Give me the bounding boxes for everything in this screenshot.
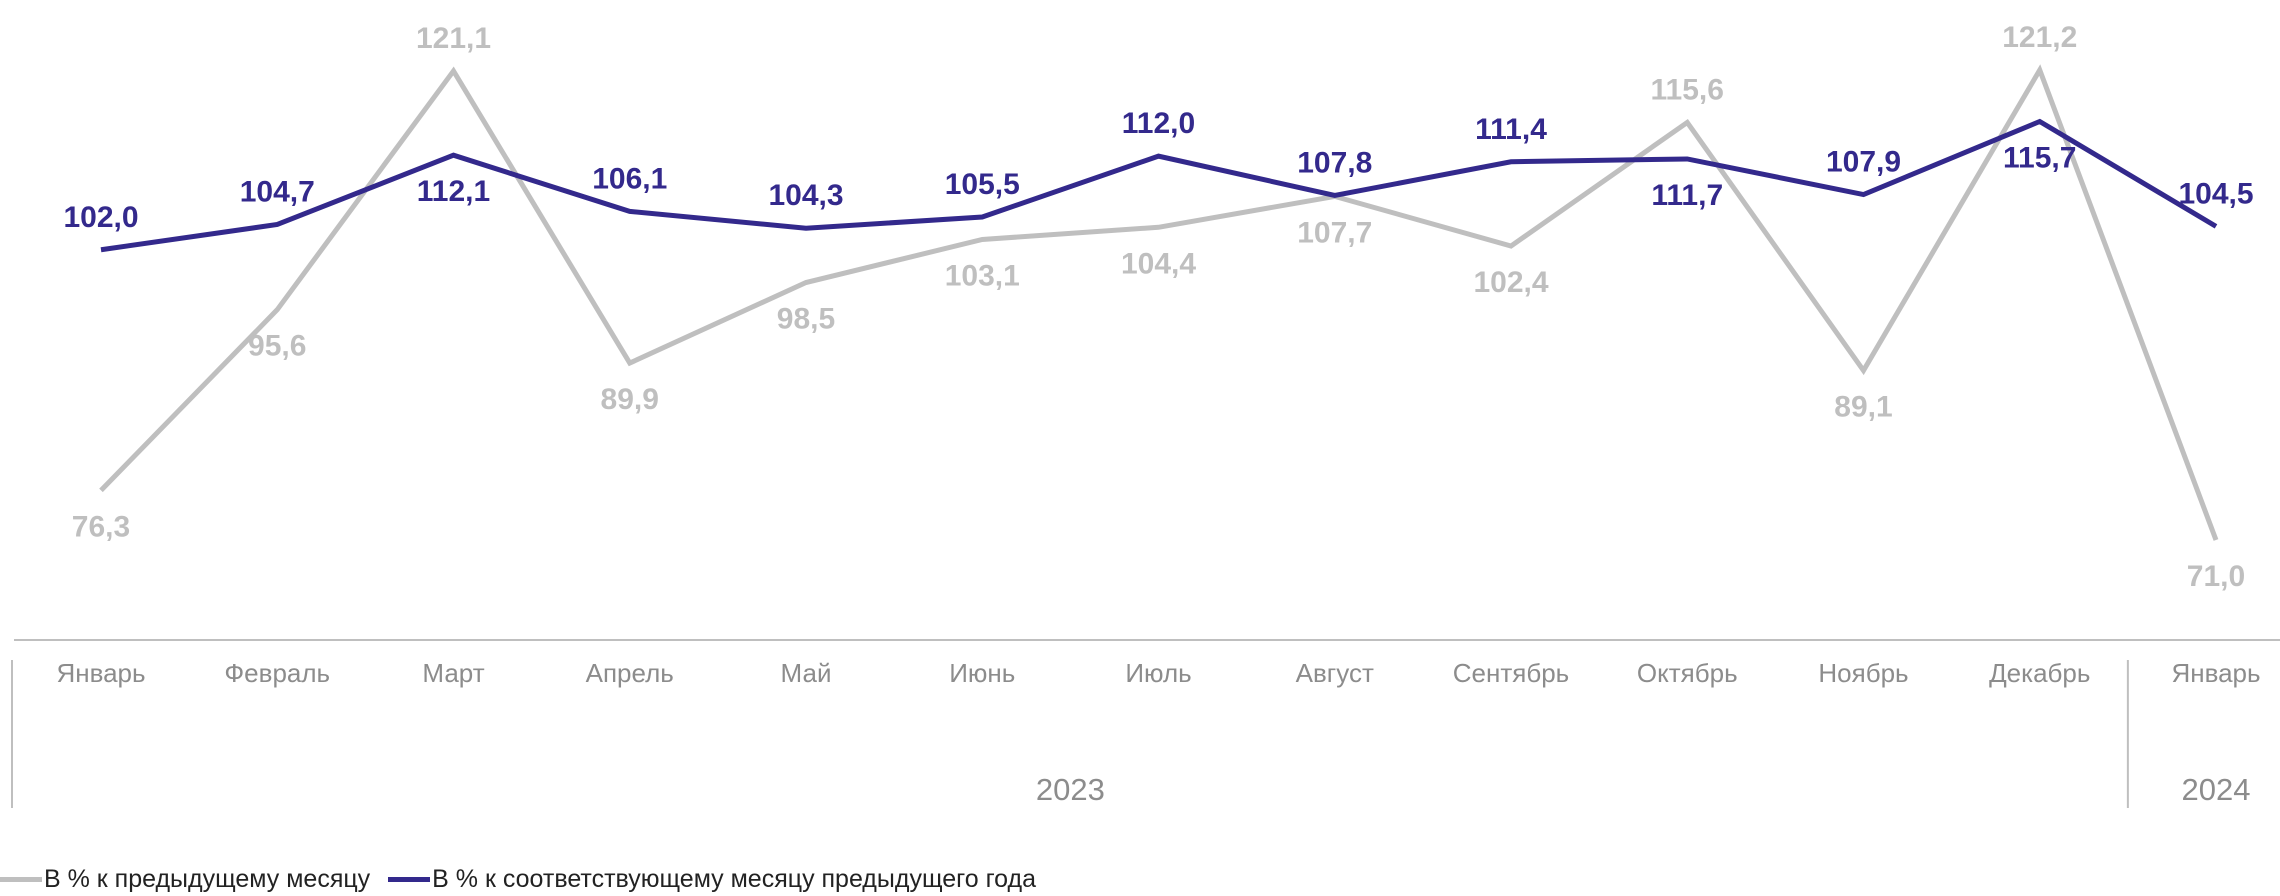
x-tick-label: Май [781, 658, 832, 688]
x-tick-label: Август [1296, 658, 1374, 688]
data-label-mom: 71,0 [2187, 560, 2245, 593]
x-tick-label: Октябрь [1637, 658, 1738, 688]
data-label-mom: 89,9 [601, 383, 659, 416]
data-label-mom: 121,2 [2002, 21, 2077, 54]
data-labels: 76,3 102,0 95,6 104,7 121,1 112,1 89,9 106,1 98,… [63, 21, 2253, 593]
line-chart: Январь Февраль Март Апрель Май Июнь Июль Август… [11, 21, 2280, 808]
data-label-yoy: 104,3 [768, 179, 843, 212]
x-tick-label: Июль [1125, 658, 1191, 688]
x-tick-label: Апрель [586, 658, 674, 688]
data-label-mom: 95,6 [248, 330, 306, 363]
x-tick-label: Сентябрь [1453, 658, 1569, 688]
legend-swatch-mom [0, 876, 42, 882]
data-label-yoy: 102,0 [63, 201, 138, 234]
x-axis: Январь Февраль Март Апрель Май Июнь Июль Август… [11, 639, 2280, 808]
data-label-yoy: 107,9 [1826, 146, 1901, 179]
legend-item-yoy: В % к соответствующему месяцу предыдущег… [388, 865, 1036, 894]
series-lines [99, 64, 2219, 541]
legend-label-mom: В % к предыдущему месяцу [44, 864, 371, 893]
data-label-yoy: 107,8 [1297, 146, 1372, 179]
legend-label-yoy: В % к соответствующему месяцу предыдущег… [432, 864, 1036, 893]
data-label-yoy: 111,7 [1651, 179, 1723, 212]
data-label-mom: 103,1 [945, 259, 1020, 292]
data-label-mom: 76,3 [72, 510, 130, 543]
x-tick-label: Декабрь [1989, 658, 2090, 688]
data-label-yoy: 104,5 [2178, 177, 2253, 210]
data-label-mom: 115,6 [1651, 73, 1724, 106]
year-label: 2023 [1036, 772, 1105, 807]
data-label-mom: 98,5 [777, 303, 835, 336]
series-line-yoy [100, 118, 2218, 253]
data-label-yoy: 105,5 [945, 168, 1020, 201]
x-tick-label: Январь [2171, 658, 2260, 688]
data-label-mom: 89,1 [1834, 391, 1892, 424]
data-label-yoy: 106,1 [592, 162, 667, 195]
data-label-yoy: 112,0 [1122, 107, 1195, 140]
data-label-yoy: 111,4 [1475, 113, 1547, 146]
year-label: 2024 [2182, 772, 2251, 807]
x-tick-label: Июнь [949, 658, 1015, 688]
data-label-yoy: 115,7 [2003, 141, 2076, 174]
x-tick-label: Январь [56, 658, 145, 688]
data-label-yoy: 104,7 [240, 175, 315, 208]
legend-swatch-yoy [388, 876, 431, 882]
series-line-mom [99, 64, 2219, 541]
x-tick-label: Март [422, 658, 484, 688]
data-label-yoy: 112,1 [417, 175, 490, 208]
legend: В % к предыдущему месяцу В % к соответст… [0, 862, 1054, 896]
data-label-mom: 107,7 [1297, 216, 1372, 249]
data-label-mom: 102,4 [1473, 266, 1548, 299]
data-label-mom: 104,4 [1121, 247, 1196, 280]
data-label-mom: 121,1 [416, 22, 491, 55]
x-tick-label: Ноябрь [1818, 658, 1908, 688]
x-tick-label: Февраль [224, 658, 330, 688]
legend-item-mom: В % к предыдущему месяцу [0, 865, 370, 894]
